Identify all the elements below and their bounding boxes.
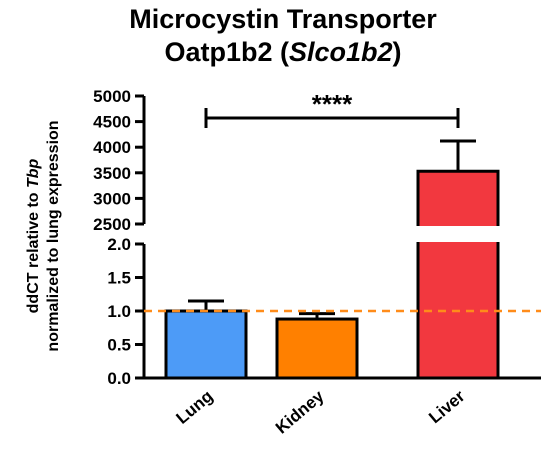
y-axis-title-line2: normalized to lung expression — [45, 120, 62, 351]
bar-lung — [164, 309, 248, 380]
y-axis-title-line1-prefix: ddCT relative to — [25, 188, 42, 313]
x-tick-label-lung: Lung — [173, 387, 217, 428]
x-tick-labels: Lung Kidney Liver — [173, 386, 469, 437]
y-tick-label-upper-2: 3500 — [93, 164, 131, 183]
x-tick-label-liver: Liver — [425, 386, 469, 427]
chart-title-line2-prefix: Oatp1b2 ( — [164, 37, 289, 67]
y-tick-label-upper-4: 4500 — [93, 113, 131, 132]
y-axis-title-line1: ddCT relative to Tbp — [25, 158, 42, 313]
chart-title-line2-suffix: ) — [393, 37, 402, 67]
y-tick-label-upper-3: 4000 — [93, 138, 131, 157]
y-tick-label-lower-1: 0.5 — [107, 336, 131, 355]
chart-title-line1: Microcystin Transporter — [129, 4, 437, 34]
y-tick-label-lower-0: 0.0 — [107, 369, 131, 388]
y-tick-label-upper-0: 2500 — [93, 215, 131, 234]
y-axis-title-line1-italic: Tbp — [25, 158, 42, 188]
bar-liver-upper — [416, 169, 500, 226]
y-tick-label-lower-4: 2.0 — [107, 235, 131, 254]
significance-bracket: **** — [204, 89, 460, 128]
bar-kidney — [275, 317, 359, 380]
chart-title-line2: Oatp1b2 (Slco1b2) — [164, 37, 401, 67]
significance-label: **** — [312, 89, 353, 119]
y-ticks-upper: 2500 3000 3500 4000 4500 5000 — [93, 87, 144, 234]
y-tick-label-upper-5: 5000 — [93, 87, 131, 106]
y-ticks-lower: 0.0 0.5 1.0 1.5 2.0 — [107, 235, 144, 388]
bars — [164, 139, 500, 380]
chart-title-line2-italic: Slco1b2 — [289, 37, 393, 67]
y-axis-title: ddCT relative to Tbp normalized to lung … — [25, 120, 62, 351]
x-tick-label-kidney: Kidney — [272, 386, 328, 437]
y-tick-label-lower-2: 1.0 — [107, 302, 131, 321]
y-tick-label-lower-3: 1.5 — [107, 269, 131, 288]
y-tick-label-upper-1: 3000 — [93, 189, 131, 208]
